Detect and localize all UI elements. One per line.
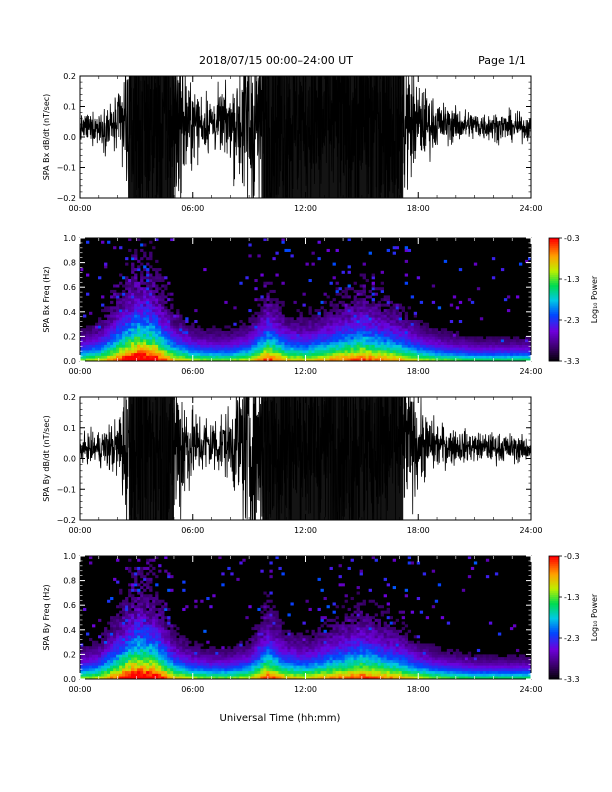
x-tick-label: 06:00 [181,204,204,213]
x-tick-label: 06:00 [181,526,204,535]
y-tick-label: 0.2 [63,72,76,81]
y-tick-label: 0.2 [63,332,76,341]
colorbar-tick-label: -2.3 [564,316,580,325]
bx-spectrogram-panel: 1.0 0.8 0.6 0.4 0.2 0.000:00 06:00 12:00 18:00 24… [42,234,599,376]
x-tick-label: 24:00 [519,685,542,694]
colorbar-tick-label: -0.3 [564,552,580,561]
y-tick-label: 0.0 [63,675,76,684]
x-tick-label: 12:00 [294,204,317,213]
dbdt-trace [80,397,531,520]
x-axis-title: Universal Time (hh:mm) [220,713,341,724]
x-tick-label: 24:00 [519,204,542,213]
y-tick-label: 0.0 [63,133,76,142]
y-tick-label: 0.8 [63,577,76,586]
x-tick-label: 00:00 [68,685,91,694]
y-axis-label: SPA Bx dB/dt (nT/sec) [42,94,51,181]
colorbar: -0.3 -1.3 -2.3 -3.3 Log₁₀ Power [548,552,599,684]
colorbar-tick-label: -2.3 [564,634,580,643]
colorbar: -0.3 -1.3 -2.3 -3.3 Log₁₀ Power [548,234,599,366]
dbdt-trace [80,76,531,198]
y-tick-label: 1.0 [63,234,76,243]
spectrogram-image [80,556,531,679]
x-tick-label: 12:00 [294,526,317,535]
colorbar-tick-label: -3.3 [564,675,580,684]
x-tick-label: 24:00 [519,526,542,535]
y-tick-label: 0.2 [63,650,76,659]
colorbar-tick-label: -1.3 [564,275,580,284]
y-tick-label: −0.1 [57,164,76,173]
y-tick-label: −0.2 [57,194,76,203]
y-axis-label: SPA By Freq (Hz) [42,584,51,650]
y-tick-label: 0.2 [63,393,76,402]
report-title: 2018/07/15 00:00–24:00 UT [199,54,353,67]
bx-dbdt-panel: 0.2 0.1 0.0 −0.1 −0.200:00 06:00 12:00 18:00 24:… [42,72,543,213]
x-tick-label: 18:00 [407,204,430,213]
colorbar-tick-label: -3.3 [564,357,580,366]
y-axis-label: SPA By dB/dt (nT/sec) [42,415,51,502]
y-tick-label: −0.1 [57,485,76,494]
x-tick-label: 00:00 [68,204,91,213]
y-tick-label: −0.2 [57,516,76,525]
x-tick-label: 12:00 [294,685,317,694]
y-tick-label: 0.1 [63,103,76,112]
y-tick-label: 0.0 [63,357,76,366]
y-tick-label: 1.0 [63,552,76,561]
colorbar-label: Log₁₀ Power [590,593,599,641]
by-spectrogram-panel: 1.0 0.8 0.6 0.4 0.2 0.000:00 06:00 12:00 18:00 24… [42,552,599,694]
colorbar-tick-label: -1.3 [564,593,580,602]
x-tick-label: 18:00 [407,526,430,535]
x-tick-label: 12:00 [294,367,317,376]
x-tick-label: 18:00 [407,685,430,694]
y-tick-label: 0.4 [63,308,76,317]
by-dbdt-panel: 0.2 0.1 0.0 −0.1 −0.200:00 06:00 12:00 18:00 24:… [42,393,543,535]
colorbar-tick-label: -0.3 [564,234,580,243]
spectrogram-image [80,238,531,361]
x-tick-label: 00:00 [68,526,91,535]
x-tick-label: 00:00 [68,367,91,376]
x-tick-label: 06:00 [181,367,204,376]
y-axis-label: SPA Bx Freq (Hz) [42,266,51,332]
y-tick-label: 0.6 [63,601,76,610]
y-tick-label: 0.6 [63,283,76,292]
y-tick-label: 0.1 [63,424,76,433]
x-tick-label: 06:00 [181,685,204,694]
x-tick-label: 24:00 [519,367,542,376]
colorbar-label: Log₁₀ Power [590,275,599,323]
page-number: Page 1/1 [478,54,526,67]
y-tick-label: 0.8 [63,259,76,268]
y-tick-label: 0.4 [63,626,76,635]
x-tick-label: 18:00 [407,367,430,376]
y-tick-label: 0.0 [63,455,76,464]
